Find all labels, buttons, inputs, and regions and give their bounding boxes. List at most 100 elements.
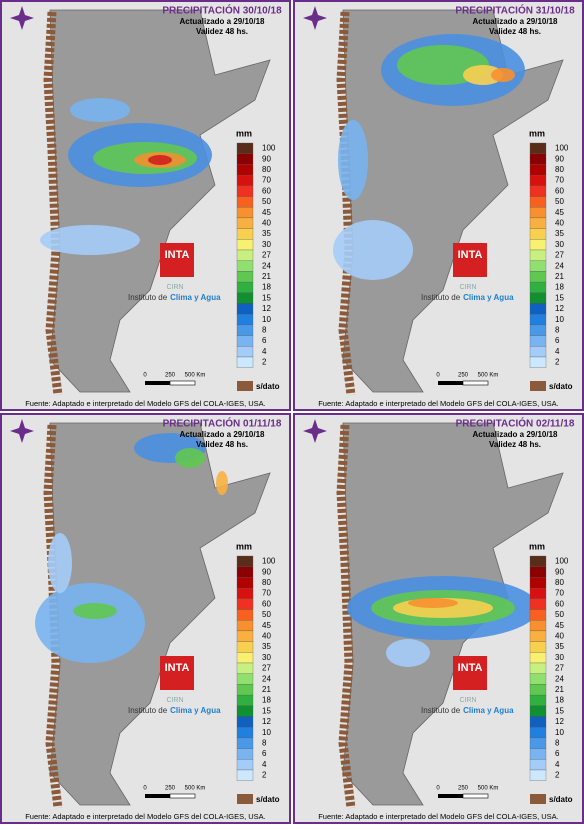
legend-label: 40 <box>262 632 271 641</box>
legend-swatch <box>529 716 547 728</box>
legend-label: 60 <box>262 599 271 608</box>
legend-swatch <box>236 260 254 272</box>
panel-title: PRECIPITACIÓN 31/10/18 <box>455 4 575 17</box>
legend-label: 60 <box>262 186 271 195</box>
source-note: Fuente: Adaptado e interpretado del Mode… <box>25 399 266 408</box>
legend-label: 10 <box>555 315 564 324</box>
scale-bar <box>145 381 170 385</box>
institute-text: Instituto de <box>421 706 461 715</box>
precip-area <box>338 120 368 200</box>
legend-swatch <box>236 303 254 315</box>
legend-swatch <box>529 228 547 240</box>
legend-swatch <box>236 587 254 599</box>
legend-label: 30 <box>262 240 271 249</box>
legend-swatch <box>529 694 547 706</box>
legend-label: 40 <box>555 632 564 641</box>
logo-box <box>160 656 194 690</box>
legend-swatch <box>236 314 254 326</box>
legend-swatch <box>236 185 254 197</box>
legend-swatch <box>529 281 547 293</box>
institute: Instituto de Clima y Agua <box>421 706 514 715</box>
logo-name: INTA <box>458 662 483 674</box>
legend-label: 100 <box>555 144 569 153</box>
institute-text: Instituto de <box>128 706 168 715</box>
legend-swatch <box>529 748 547 760</box>
logo-sub: CIRN <box>166 697 183 704</box>
legend-swatch <box>529 609 547 621</box>
legend-label: 45 <box>262 208 271 217</box>
legend-label: 12 <box>555 304 564 313</box>
validity: Validez 48 hs. <box>196 440 248 449</box>
legend-label: 6 <box>262 336 267 345</box>
legend-label: 60 <box>555 186 564 195</box>
legend-label: 40 <box>555 219 564 228</box>
panel-title: PRECIPITACIÓN 01/11/18 <box>163 417 282 430</box>
precip-area <box>408 598 458 608</box>
scale-bar <box>462 380 489 386</box>
legend-unit: mm <box>236 541 252 551</box>
institute-text: Instituto de <box>128 293 168 302</box>
legend-swatch <box>529 207 547 219</box>
legend-swatch <box>529 239 547 251</box>
legend-swatch <box>529 555 547 567</box>
logo-name: INTA <box>458 249 483 261</box>
legend-label: 45 <box>262 621 271 630</box>
legend-label: 18 <box>262 283 271 292</box>
legend-label: 45 <box>555 621 564 630</box>
legend-swatch <box>529 303 547 315</box>
legend-label: 45 <box>555 208 564 217</box>
legend-swatch <box>529 324 547 336</box>
legend-swatch <box>236 694 254 706</box>
legend-swatch <box>529 174 547 186</box>
legend-swatch <box>236 566 254 578</box>
legend-swatch <box>529 164 547 176</box>
institute: Instituto de Clima y Agua <box>128 293 221 302</box>
legend-label: 24 <box>262 674 271 683</box>
legend-swatch <box>236 748 254 760</box>
legend-swatch <box>236 217 254 229</box>
precip-area <box>35 583 145 663</box>
scale-label: 500 Km <box>478 786 499 792</box>
scale-label: 0 <box>143 786 147 792</box>
legend-swatch <box>236 737 254 749</box>
legend-swatch <box>236 705 254 717</box>
legend-swatch <box>529 335 547 347</box>
legend-swatch <box>236 164 254 176</box>
source-note: Fuente: Adaptado e interpretado del Mode… <box>318 812 559 821</box>
legend-swatch <box>529 249 547 261</box>
validity: Validez 48 hs. <box>489 27 541 36</box>
institute: Instituto de Clima y Agua <box>421 293 514 302</box>
scale-bar <box>169 793 196 799</box>
precip-area <box>175 448 205 468</box>
legend-label: 80 <box>555 578 564 587</box>
legend-label: 100 <box>262 557 276 566</box>
precip-area <box>48 533 72 593</box>
legend-label: 10 <box>262 315 271 324</box>
legend-label: 35 <box>555 229 564 238</box>
legend-label: 30 <box>262 653 271 662</box>
legend-label: 21 <box>262 272 271 281</box>
legend-label: 8 <box>262 326 267 335</box>
legend-label: 60 <box>555 599 564 608</box>
legend-swatch <box>529 662 547 674</box>
legend-swatch <box>236 759 254 771</box>
legend-label: 90 <box>555 154 564 163</box>
legend-no-data: s/dato <box>256 382 280 391</box>
institute: Instituto de Clima y Agua <box>128 706 221 715</box>
legend-no-data: s/dato <box>549 382 573 391</box>
legend-label: 15 <box>262 293 271 302</box>
precip-area <box>73 603 117 619</box>
scale-label: 0 <box>143 373 147 379</box>
legend-label: 100 <box>555 557 569 566</box>
legend-swatch <box>529 217 547 229</box>
legend-swatch <box>530 794 546 804</box>
validity: Validez 48 hs. <box>489 440 541 449</box>
legend-swatch <box>529 185 547 197</box>
logo-sub: CIRN <box>166 284 183 291</box>
logo-sub: CIRN <box>459 697 476 704</box>
scale-bar <box>145 794 170 798</box>
legend-label: 30 <box>555 653 564 662</box>
legend-swatch <box>529 577 547 589</box>
legend-label: 24 <box>262 261 271 270</box>
